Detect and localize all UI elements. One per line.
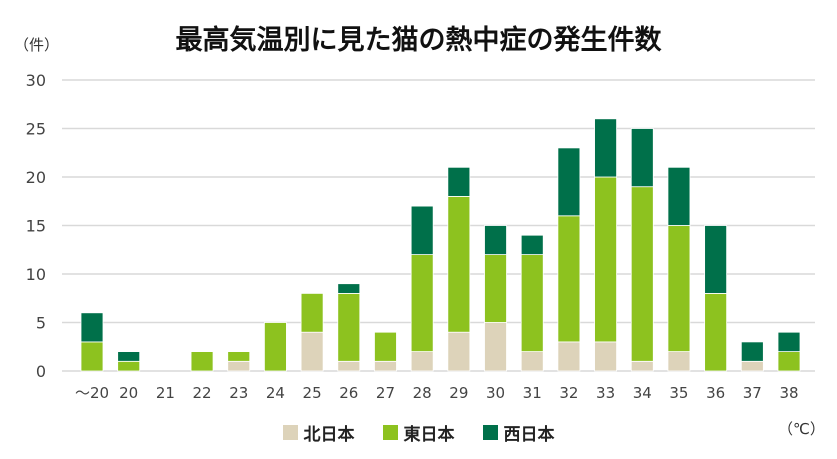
x-tick-label: 20 <box>119 384 138 402</box>
bar-segment <box>667 225 691 352</box>
bar-segment <box>190 351 214 372</box>
bar-segment <box>80 341 104 372</box>
bar-segment <box>630 186 654 362</box>
y-tick-label: 5 <box>36 314 46 333</box>
x-tick-label: 23 <box>229 384 248 402</box>
bar-segment <box>410 205 434 256</box>
bar-segment <box>337 283 361 294</box>
bar-segment <box>520 234 544 255</box>
legend-item: 北日本 <box>282 420 355 445</box>
legend-label: 北日本 <box>303 425 355 445</box>
bar-segment <box>117 360 141 372</box>
bar-segment <box>557 341 581 372</box>
bar-segment <box>484 225 507 256</box>
bar-segment <box>630 360 654 372</box>
x-tick-label: 34 <box>633 384 652 402</box>
bar-segment <box>447 331 471 372</box>
bar-segment <box>520 351 544 372</box>
x-tick-label: 36 <box>706 384 725 402</box>
legend-swatch <box>282 425 298 440</box>
y-tick-label: 20 <box>26 168 46 187</box>
bar-segment <box>80 312 104 343</box>
legend-item: 東日本 <box>382 420 455 445</box>
x-tick-label: 33 <box>596 384 615 402</box>
bar-segment <box>410 254 434 353</box>
bar-segment <box>227 351 251 362</box>
bar-segment <box>777 331 801 353</box>
bar-segment <box>630 128 654 188</box>
bar-segment <box>740 341 764 362</box>
y-tick-label: 0 <box>36 362 46 381</box>
bar-segment <box>594 118 617 178</box>
x-tick-label: 26 <box>339 384 358 402</box>
bar-segment <box>667 166 691 226</box>
x-tick-label: ～20 <box>75 384 109 402</box>
x-tick-label: 27 <box>376 384 395 402</box>
y-tick-label: 30 <box>26 71 46 90</box>
chart-title: 最高気温別に見た猫の熱中症の発生件数 <box>175 25 662 56</box>
legend-label: 東日本 <box>403 425 455 445</box>
bar-segment <box>557 215 581 343</box>
legend-swatch <box>482 425 498 440</box>
bar-segment <box>594 341 617 372</box>
bar-segment <box>117 351 141 362</box>
bar-segment <box>484 322 507 372</box>
bar-segment <box>704 292 728 372</box>
bar-segment <box>374 331 397 362</box>
x-tick-label: 22 <box>193 384 212 402</box>
x-tick-label: 38 <box>779 384 798 402</box>
x-tick-label: 24 <box>266 384 285 402</box>
bar-segment <box>337 360 361 372</box>
y-tick-label: 15 <box>26 217 46 236</box>
bar-segment <box>777 351 801 372</box>
bar-segment <box>264 322 287 372</box>
legend-item: 西日本 <box>482 420 555 445</box>
legend: 北日本 東日本 西日本 <box>0 420 837 445</box>
x-axis-unit: （℃） <box>778 420 825 438</box>
y-tick-label: 25 <box>26 120 46 139</box>
legend-label: 西日本 <box>503 425 555 445</box>
y-tick-label: 10 <box>26 265 46 284</box>
bar-segment <box>557 147 581 217</box>
legend-swatch <box>382 425 398 440</box>
bar-segment <box>337 292 361 362</box>
bar-segment <box>594 176 617 343</box>
bar-segment <box>667 351 691 372</box>
x-tick-label: 35 <box>669 384 688 402</box>
x-tick-label: 28 <box>413 384 432 402</box>
bar-segment <box>704 225 728 294</box>
x-tick-label: 21 <box>156 384 175 402</box>
bar-segment <box>410 351 434 372</box>
x-tick-label: 37 <box>743 384 762 402</box>
x-tick-label: 31 <box>523 384 542 402</box>
bar-segment <box>447 166 471 197</box>
bar-segment <box>300 331 324 372</box>
bar-segment <box>484 254 507 323</box>
x-tick-label: 29 <box>449 384 468 402</box>
x-tick-label: 32 <box>559 384 578 402</box>
bar-segment <box>520 254 544 353</box>
bar-segment <box>300 292 324 333</box>
bar-segment <box>227 360 251 372</box>
x-tick-label: 25 <box>303 384 322 402</box>
x-tick-label: 30 <box>486 384 505 402</box>
bar-segment <box>740 360 764 372</box>
y-axis-unit: （件） <box>14 36 60 54</box>
bar-segment <box>374 360 397 372</box>
bar-segment <box>447 195 471 333</box>
